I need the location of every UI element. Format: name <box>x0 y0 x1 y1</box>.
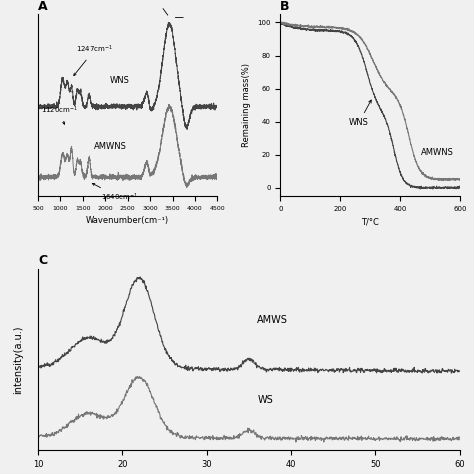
Text: 1120cm$^{-1}$: 1120cm$^{-1}$ <box>41 105 78 124</box>
Y-axis label: intensity(a.u.): intensity(a.u.) <box>13 325 23 394</box>
X-axis label: Wavenumber(cm⁻¹): Wavenumber(cm⁻¹) <box>86 216 169 225</box>
Text: AMWNS: AMWNS <box>421 147 454 156</box>
Text: 1247cm$^{-1}$: 1247cm$^{-1}$ <box>74 44 113 75</box>
Text: WNS: WNS <box>349 100 371 127</box>
Text: WNS: WNS <box>109 76 129 85</box>
Text: AMWS: AMWS <box>257 315 288 325</box>
Text: 3430cm$^{-1}$: 3430cm$^{-1}$ <box>137 0 174 15</box>
Text: 1640cm$^{-1}$: 1640cm$^{-1}$ <box>92 183 138 203</box>
Y-axis label: Remaining mass(%): Remaining mass(%) <box>243 63 252 147</box>
Text: WS: WS <box>257 395 273 405</box>
Text: B: B <box>280 0 290 13</box>
Text: C: C <box>38 255 47 267</box>
X-axis label: T/°C: T/°C <box>361 217 379 226</box>
Text: AMWNS: AMWNS <box>94 142 127 151</box>
Text: A: A <box>38 0 47 13</box>
